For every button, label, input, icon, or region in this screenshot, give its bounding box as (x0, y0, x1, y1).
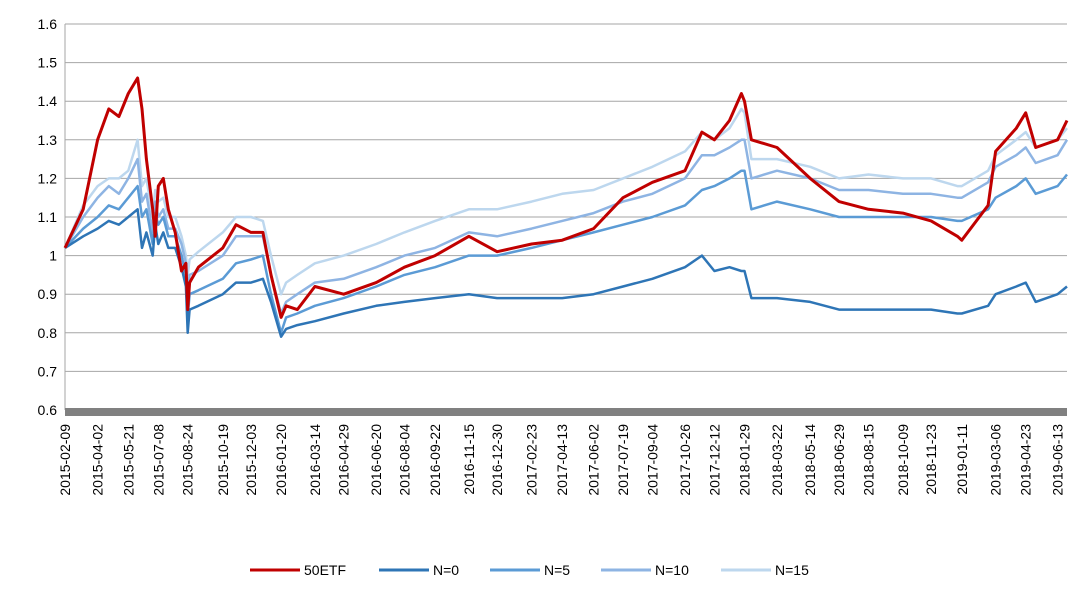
series-line-50etf (63, 76, 1069, 319)
x-tick-label: 2017-04-13 (554, 424, 570, 496)
x-tick-label: 2015-02-09 (57, 424, 73, 496)
y-tick-label: 1 (49, 248, 57, 264)
y-tick-label: 0.9 (38, 286, 58, 302)
y-tick-label: 1.2 (38, 170, 58, 186)
x-tick-label: 2018-10-09 (895, 424, 911, 496)
x-tick-label: 2017-06-02 (586, 424, 602, 496)
legend-label: N=5 (544, 562, 570, 578)
gridlines (65, 23, 1067, 372)
x-tick-label: 2017-07-19 (615, 424, 631, 496)
y-tick-label: 1.6 (38, 16, 58, 32)
y-tick-label: 0.6 (38, 402, 58, 418)
x-tick-label: 2015-05-21 (120, 424, 136, 496)
series-lines (63, 76, 1069, 338)
x-tick-label: 2018-08-15 (860, 424, 876, 496)
series-line-n-10 (63, 138, 1069, 315)
x-tick-label: 2018-11-23 (923, 424, 939, 495)
x-tick-label: 2019-01-11 (954, 424, 970, 495)
y-tick-label: 1.1 (38, 209, 58, 225)
x-tick-label: 2017-09-04 (644, 424, 660, 496)
x-tick-label: 2019-03-06 (988, 424, 1004, 496)
x-tick-label: 2016-04-29 (336, 424, 352, 496)
x-tick-label: 2019-04-23 (1018, 424, 1034, 496)
x-tick-label: 2015-08-24 (180, 424, 196, 496)
x-tick-label: 2016-12-30 (489, 424, 505, 496)
legend: 50ETF N=0 N=5 N=10 N=15 (250, 562, 809, 578)
x-tick-label: 2015-07-08 (150, 424, 166, 496)
y-tick-label: 1.5 (38, 55, 58, 71)
legend-label: N=15 (775, 562, 809, 578)
y-tick-label: 1.3 (38, 132, 58, 148)
x-tick-label: 2016-03-14 (307, 424, 323, 496)
y-tick-label: 1.4 (38, 93, 58, 109)
legend-label: N=10 (655, 562, 689, 578)
y-axis: 0.6 0.7 0.8 0.9 1 1.1 1.2 1.3 1.4 1.5 1.6 (38, 16, 66, 418)
x-tick-label: 2018-05-14 (802, 424, 818, 496)
legend-label: 50ETF (304, 562, 346, 578)
y-tick-label: 0.7 (38, 363, 58, 379)
x-tick-label: 2017-10-26 (677, 424, 693, 496)
series-line-n-15 (63, 107, 1068, 296)
x-tick-label: 2018-01-29 (736, 424, 752, 496)
y-tick-label: 0.8 (38, 325, 58, 341)
x-tick-label: 2016-08-04 (396, 424, 412, 496)
x-tick-label: 2017-02-23 (524, 424, 540, 496)
x-tick-label: 2016-01-20 (273, 424, 289, 496)
x-tick-label: 2015-10-19 (215, 424, 231, 496)
legend-label: N=0 (433, 562, 459, 578)
x-axis-band (65, 408, 1067, 416)
x-tick-label: 2016-11-15 (461, 424, 477, 495)
x-axis: 2015-02-09 2015-04-02 2015-05-21 2015-07-08… (57, 408, 1067, 496)
x-tick-label: 2018-03-22 (769, 424, 785, 496)
x-tick-label: 2016-06-20 (368, 424, 384, 496)
series-line-n-0 (64, 208, 1068, 338)
x-tick-label: 2018-06-29 (831, 424, 847, 496)
x-tick-label: 2017-12-12 (706, 424, 722, 496)
x-tick-label: 2015-12-03 (243, 424, 259, 496)
x-tick-label: 2016-09-22 (427, 424, 443, 496)
x-tick-label: 2019-06-13 (1050, 424, 1066, 496)
x-tick-label: 2015-04-02 (90, 424, 106, 496)
